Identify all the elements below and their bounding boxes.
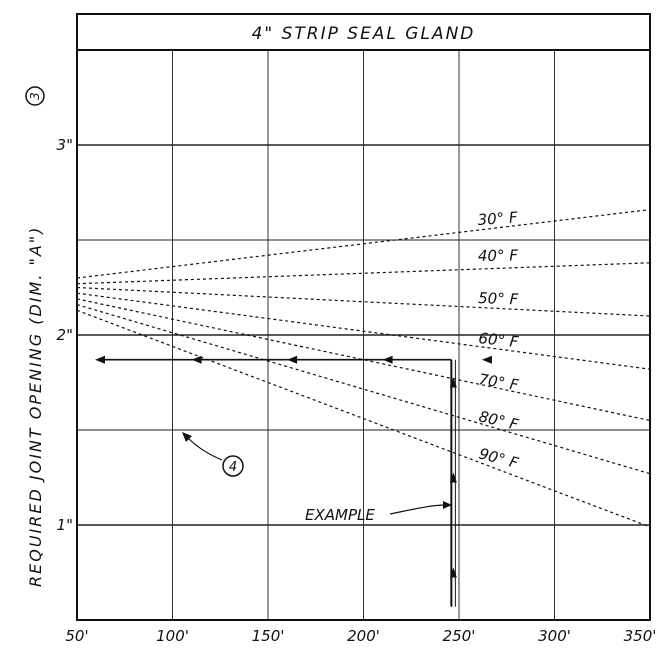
x-tick-label: 50' (65, 627, 88, 645)
example-leader (389, 504, 447, 515)
series-line (76, 309, 651, 528)
example-arrow-left (191, 355, 202, 364)
chart-frame (76, 13, 651, 621)
example-path (95, 355, 492, 607)
example-arrow-left (382, 355, 393, 364)
note-marker-circle (222, 455, 244, 477)
series-line (76, 292, 651, 370)
series-line (76, 298, 651, 422)
example-label: EXAMPLE (305, 506, 375, 524)
example-arrow-up (449, 472, 457, 483)
series-label: 50° F (478, 289, 519, 308)
x-tick-label: 350' (624, 627, 657, 645)
series-label: 70° F (477, 370, 520, 394)
note-marker-text: 4 (229, 460, 237, 475)
series-lines (76, 209, 651, 528)
x-tick-label: 100' (156, 627, 189, 645)
ylabel-note-text: 3 (28, 92, 42, 100)
example-leader-arrow (443, 501, 452, 509)
chart-title: 4" STRIP SEAL GLAND (252, 24, 476, 44)
series-label: 30° F (477, 208, 519, 229)
labels: 30° F40° F50° F60° F70° F80° F90° FEXAMP… (25, 24, 657, 645)
grid (77, 50, 650, 620)
example-arrow-left (287, 355, 298, 364)
y-axis-label: REQUIRED JOINT OPENING (DIM. "A") (26, 226, 45, 587)
series-label: 40° F (478, 246, 519, 265)
series-label: 90° F (477, 444, 521, 472)
x-tick-label: 200' (347, 627, 380, 645)
example-arrow-up (449, 377, 457, 388)
series-label: 60° F (478, 329, 520, 351)
y-tick-label: 1" (57, 516, 73, 534)
x-tick-label: 150' (252, 627, 285, 645)
y-tick-label: 3" (57, 136, 73, 154)
x-tick-label: 250' (443, 627, 476, 645)
y-tick-label: 2" (57, 326, 73, 344)
plot-border (76, 13, 651, 621)
series-line (76, 209, 651, 279)
example-arrow-up (449, 567, 457, 578)
note-leader (187, 437, 223, 461)
example-arrow-left (481, 355, 492, 364)
x-tick-label: 300' (538, 627, 571, 645)
ylabel-note-circle (25, 86, 45, 106)
note-leader-arrow (182, 432, 192, 442)
example-arrow-left (95, 355, 105, 364)
